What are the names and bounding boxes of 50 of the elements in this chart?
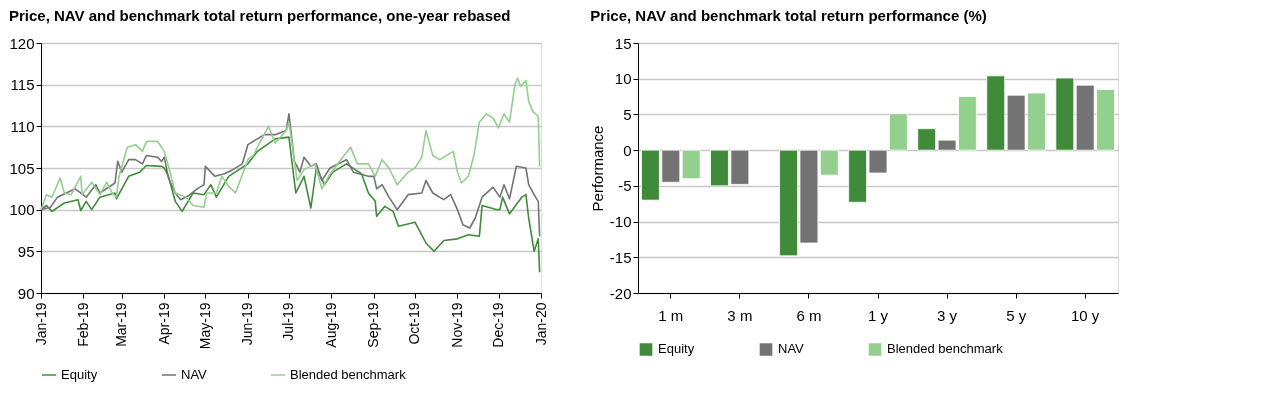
x-tick-label: Jan-19 (32, 302, 49, 346)
y-tick-label: 120 (9, 34, 35, 52)
x-tick-label: Jan-20 (532, 302, 549, 346)
x-tick-label: Sep-19 (365, 302, 382, 348)
legend-label: Equity (61, 367, 98, 382)
y-tick-label: 10 (614, 70, 632, 88)
x-tick-label: Nov-19 (448, 302, 465, 348)
x-tick-label: 10 y (1071, 306, 1100, 324)
y-tick-label: 110 (10, 117, 35, 135)
bar (986, 75, 1006, 151)
x-tick-label: 1 y (867, 306, 889, 324)
line-series (40, 113, 541, 238)
y-axis-title: Performance (588, 125, 606, 212)
x-tick-label: 6 m (796, 306, 822, 324)
x-tick-label: Dec-19 (490, 302, 507, 348)
x-tick-label: 3 m (727, 306, 753, 324)
y-tick-label: 95 (17, 242, 35, 260)
x-tick-label: Jun-19 (239, 302, 256, 346)
line-series (40, 136, 541, 273)
y-tick-label: 0 (623, 141, 632, 159)
x-tick-label: Aug-19 (322, 302, 339, 348)
y-tick-label: -5 (618, 177, 632, 195)
legend-label: NAV (778, 341, 805, 357)
bar (681, 149, 701, 180)
chart-title: Price, NAV and benchmark total return performance (%) (590, 7, 987, 24)
x-tick-label: 3 y (937, 306, 958, 324)
x-tick-label: Apr-19 (155, 302, 172, 345)
y-tick-label: 115 (10, 76, 35, 94)
bar (1055, 77, 1075, 151)
y-tick-label: 100 (9, 201, 35, 219)
legend-label: NAV (181, 367, 208, 382)
x-tick-label: Jul-19 (280, 302, 297, 341)
x-tick-label: Mar-19 (113, 302, 130, 347)
x-tick-label: 5 y (1006, 306, 1027, 324)
x-tick-label: May-19 (196, 302, 213, 350)
legend-label: Blended benchmark (290, 367, 407, 382)
legend-label: Blended benchmark (887, 341, 1004, 357)
y-tick-label: 90 (17, 284, 35, 302)
line-series (40, 77, 541, 211)
x-tick-label: Feb-19 (74, 302, 91, 347)
x-tick-label: Oct-19 (406, 302, 423, 345)
chart-title: Price, NAV and benchmark total return performance, one-year rebased (8, 7, 511, 24)
x-tick-label: 1 m (658, 306, 684, 324)
y-tick-label: -15 (609, 248, 632, 266)
y-tick-label: -10 (609, 213, 632, 231)
y-tick-label: 15 (614, 34, 632, 52)
y-tick-label: 5 (623, 105, 632, 123)
y-tick-label: 105 (9, 159, 35, 177)
legend-label: Equity (658, 341, 695, 357)
y-tick-label: -20 (609, 284, 632, 302)
